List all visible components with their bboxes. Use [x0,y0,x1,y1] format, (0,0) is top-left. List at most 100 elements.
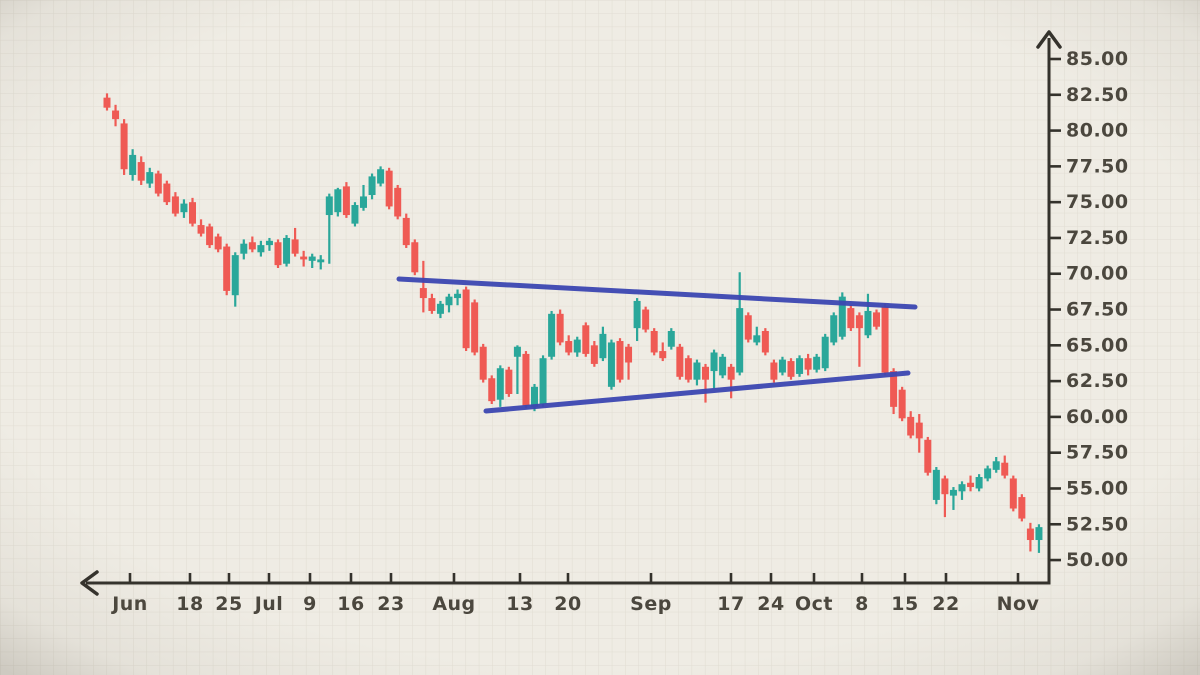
y-tick-label: 85.00 [1066,48,1129,70]
candle [274,239,282,269]
candle-body-down [881,306,889,373]
candle-body-up [864,310,872,336]
candle-body-down [565,341,573,353]
candle-body-up [813,356,821,370]
candle-body-up [180,203,188,213]
candle [462,286,470,352]
candle-body-down [154,173,162,194]
candle-body-down [727,366,735,380]
candle [1009,475,1017,512]
candle-body-down [189,202,196,224]
candle-body-down [770,362,778,380]
candle [650,328,658,356]
candle-body-up [539,358,547,405]
candle [342,182,350,218]
candle-body-down [479,346,487,380]
x-tick-label: 20 [554,593,581,615]
x-tick-label: 24 [757,593,784,615]
candle-body-down [1001,462,1009,476]
candle-body-down [300,256,308,260]
y-tick-label: 82.50 [1066,84,1129,106]
candle-body-up [778,359,786,373]
candle-body-up [445,296,453,306]
candle-body-up [531,386,538,407]
candle [582,322,590,357]
candle [283,235,291,267]
x-tick-label: Sep [630,593,672,615]
candle-body-down [402,217,410,246]
candle [154,170,162,197]
candle-body-up [932,469,940,500]
candle [377,166,385,187]
candle-body-up [949,489,957,496]
candle-body-down [428,298,436,311]
candle-body-up [796,358,804,374]
candle-body-up [710,352,718,372]
y-tick-label: 77.50 [1066,155,1129,177]
candle [881,303,889,376]
candle [847,305,855,332]
candle-body-down [804,358,812,370]
candle-body-down [702,366,709,380]
candle-body-up [633,300,641,329]
x-tick-label: Nov [997,593,1040,615]
candle-body-down [659,351,667,359]
candle-body-down [1026,528,1034,541]
candle-body-down [419,288,427,299]
x-tick-label: 17 [717,593,744,615]
candle-body-down [385,170,393,207]
candle-body-down [462,289,470,349]
candle-body-down [847,308,855,329]
candle-body-up [308,256,316,261]
candle [924,436,932,476]
candle-body-up [599,333,607,359]
candle [479,343,487,383]
candle [351,202,359,227]
candle-body-down [394,187,402,217]
candle-body-down [1009,478,1017,509]
candle-body-up [693,362,701,380]
candle [206,223,214,248]
candle-body-down [522,353,530,406]
candle-body-up [736,308,744,373]
candle [607,339,615,390]
candle [488,375,496,405]
candle-body-down [642,309,650,330]
candle-body-up [231,255,239,296]
candle-body-down [684,358,692,380]
candle-body-down [206,226,214,246]
candle [873,309,880,330]
candle-body-up [607,342,615,387]
candle [616,338,624,383]
x-tick-label: Jun [110,593,148,615]
candle-body-up [265,240,273,246]
candle-body-down [915,422,923,439]
y-tick-label: 52.50 [1066,513,1129,535]
candle-body-up [719,356,727,376]
x-tick-label: 9 [303,593,317,615]
candle-body-down [1018,497,1026,519]
candle-body-up [821,336,829,369]
candle-body-up [146,172,154,184]
candle [548,310,556,360]
candle-body-down [590,345,598,364]
candle-body-up [454,293,462,299]
x-tick-label: 16 [337,593,364,615]
candle-body-down [616,341,624,380]
candle-body-down [171,196,179,214]
candle [761,328,769,356]
y-tick-label: 72.50 [1066,227,1129,249]
candle-body-up [830,315,838,343]
candle [667,328,675,350]
candle-body-up [975,477,983,489]
y-tick-label: 67.50 [1066,299,1129,321]
y-tick-label: 70.00 [1066,263,1129,285]
candle-body-up [351,205,359,224]
candle-body-down [197,225,205,234]
candle-body-up [548,313,556,357]
candle [223,243,231,296]
candle-body-down [505,369,513,394]
candle [787,358,795,380]
candle [394,184,402,220]
candle [411,239,419,276]
